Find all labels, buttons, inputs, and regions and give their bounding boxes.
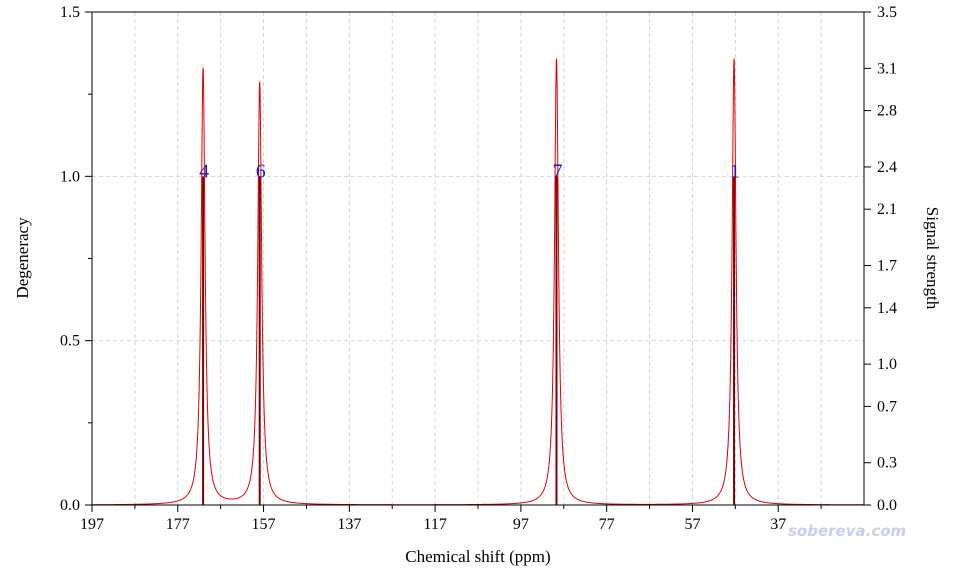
x-tick-label: 137 — [337, 516, 361, 533]
x-tick-label: 77 — [599, 516, 615, 533]
x-tick-label: 197 — [80, 516, 104, 533]
y-right-tick-label: 2.4 — [877, 159, 897, 176]
y-right-tick-label: 0.7 — [877, 398, 897, 415]
degeneracy-sticks — [202, 176, 736, 505]
peak-label: 1 — [730, 160, 740, 182]
y-right-tick-label: 1.7 — [877, 258, 897, 275]
y-axis-left-title: Degeneracy — [13, 217, 32, 299]
y-axis-right: 0.0 0.3 0.7 1.0 1.4 1.7 2.1 2.4 2.8 3.1 3.5 — [864, 4, 897, 514]
y-left-tick-label: 1.0 — [60, 168, 80, 185]
y-right-tick-label: 2.8 — [877, 103, 897, 120]
peak-label: 6 — [256, 160, 266, 182]
spectrum-line — [92, 58, 864, 506]
y-left-tick-label: 0.5 — [60, 333, 80, 350]
y-right-tick-label: 1.0 — [877, 356, 897, 373]
grid-lines — [92, 12, 864, 505]
y-axis-right-title: Signal strength — [923, 207, 942, 310]
x-tick-label: 177 — [166, 516, 190, 533]
y-right-tick-label: 0.0 — [877, 497, 897, 514]
peak-labels: 4 6 7 1 — [199, 160, 740, 182]
peak-label: 7 — [552, 160, 562, 182]
x-tick-label: 157 — [252, 516, 276, 533]
y-right-tick-label: 1.4 — [877, 300, 897, 317]
y-right-tick-label: 0.3 — [877, 455, 897, 472]
watermark-text: sobereva.com — [788, 522, 906, 540]
x-axis: 197 177 157 137 117 97 77 57 37 — [80, 505, 822, 533]
spectrum-series — [92, 58, 864, 506]
x-tick-label: 57 — [684, 516, 700, 533]
x-tick-label: 37 — [770, 516, 786, 533]
x-tick-label: 97 — [513, 516, 529, 533]
y-right-tick-label: 3.1 — [877, 60, 897, 77]
y-left-tick-label: 1.5 — [60, 4, 80, 21]
x-axis-title: Chemical shift (ppm) — [405, 547, 550, 566]
y-left-tick-label: 0.0 — [60, 497, 80, 514]
y-right-tick-label: 3.5 — [877, 4, 897, 21]
x-tick-label: 117 — [423, 516, 446, 533]
peak-label: 4 — [199, 160, 209, 182]
y-axis-left: 0.0 0.5 1.0 1.5 — [60, 4, 92, 514]
y-right-tick-label: 2.1 — [877, 201, 897, 218]
